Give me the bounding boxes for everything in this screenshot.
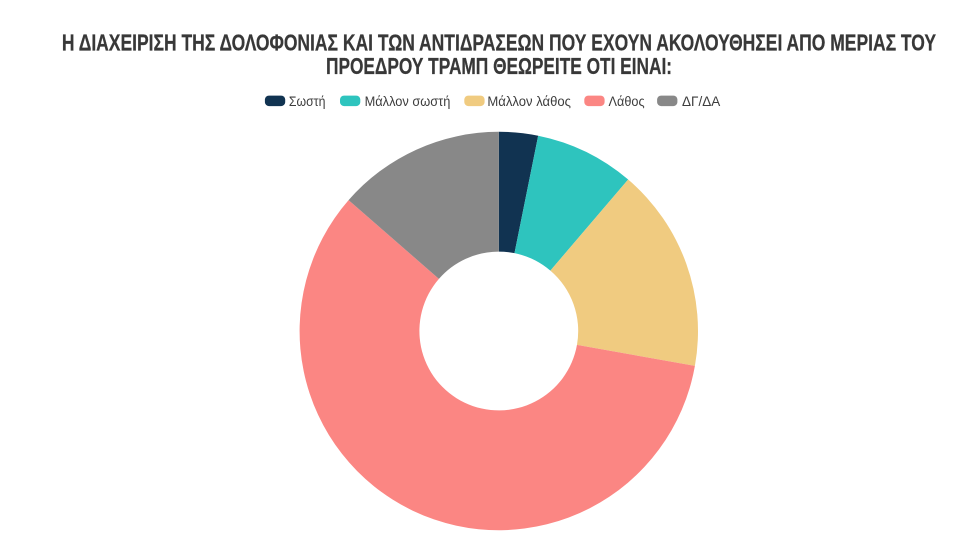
svg-text:Λάθος: Λάθος [609,93,646,109]
svg-text:Μάλλον λάθος: Μάλλον λάθος [487,94,571,109]
svg-text:Η ΔΙΑΧΕΙΡΙΣΗ ΤΗΣ ΔΟΛΟΦΟΝΙΑΣ ΚΑ: Η ΔΙΑΧΕΙΡΙΣΗ ΤΗΣ ΔΟΛΟΦΟΝΙΑΣ ΚΑΙ ΤΩΝ ΑΝΤΙ… [62,31,936,56]
svg-text:ΔΓ/ΔΑ: ΔΓ/ΔΑ [682,94,721,109]
svg-text:Σωστή: Σωστή [289,93,326,109]
svg-text:ΠΡΟΕΔΡΟΥ ΤΡΑΜΠ ΘΕΩΡΕΙΤΕ ΟΤΙ ΕΙ: ΠΡΟΕΔΡΟΥ ΤΡΑΜΠ ΘΕΩΡΕΙΤΕ ΟΤΙ ΕΙΝΑΙ: [326,55,672,80]
svg-text:Μάλλον σωστή: Μάλλον σωστή [365,93,451,109]
